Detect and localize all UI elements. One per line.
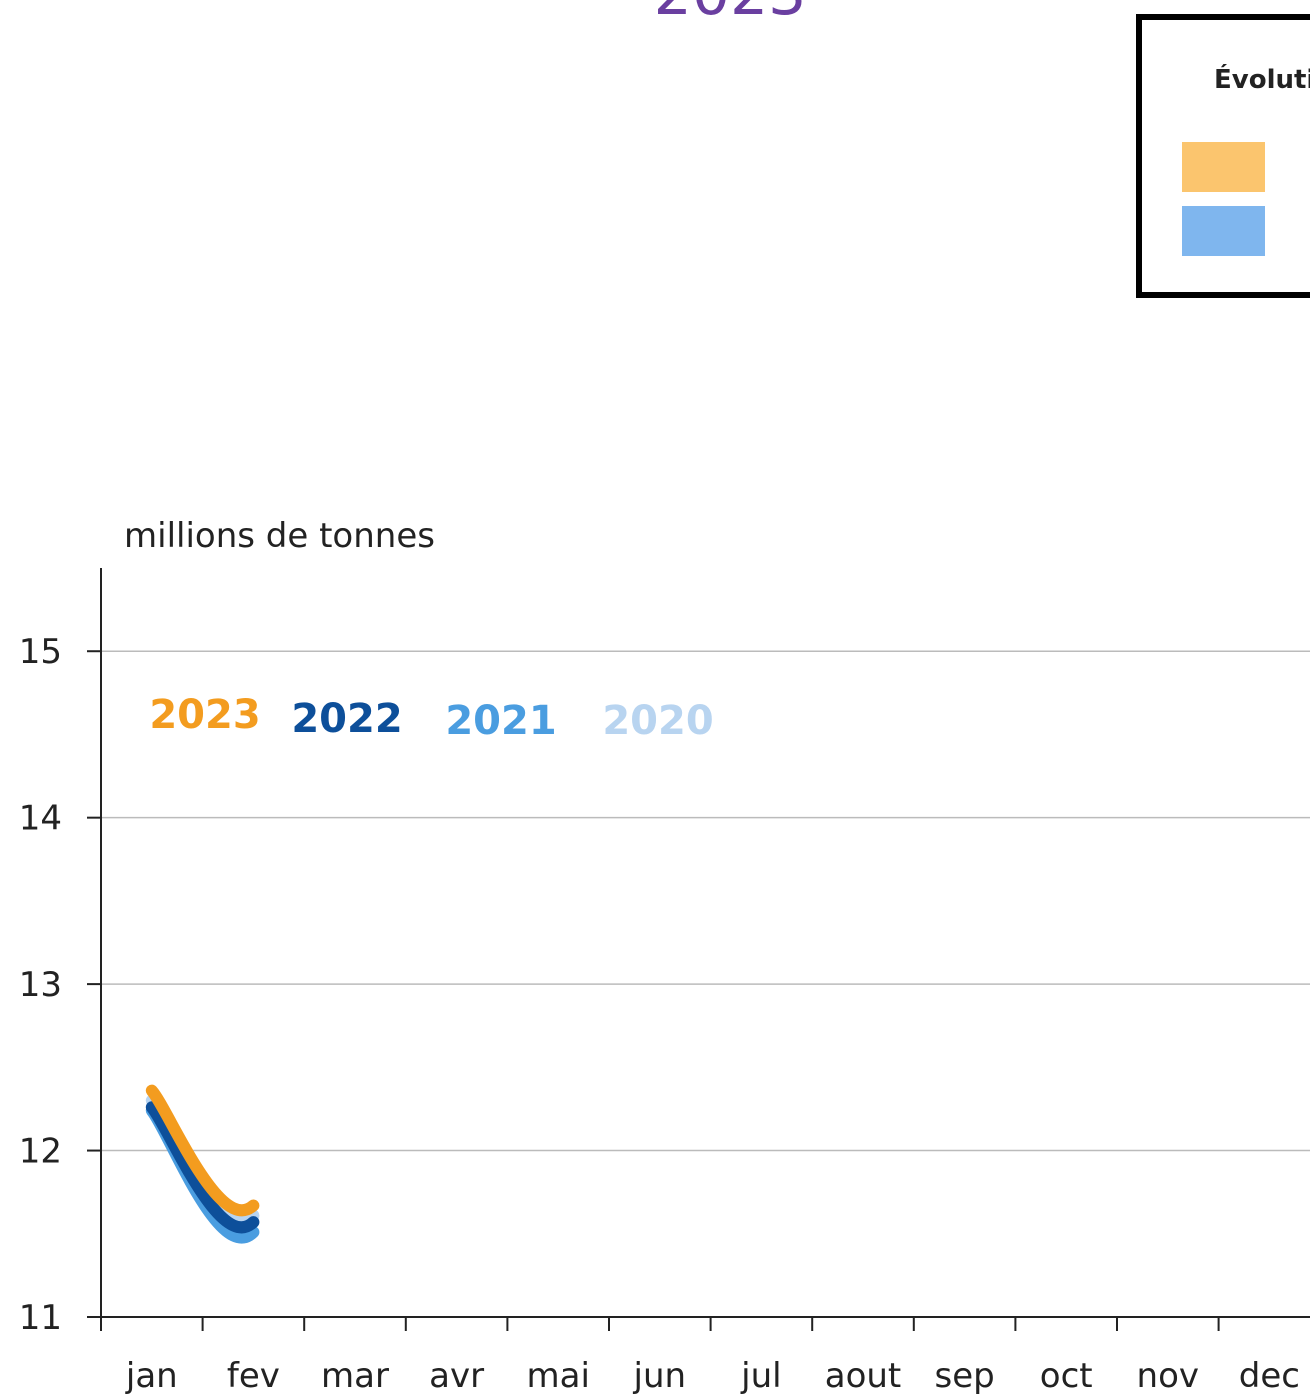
x-tick-label: mar [321, 1356, 389, 1396]
x-tick-label: fev [227, 1356, 280, 1396]
y-tick-label: 12 [19, 1132, 62, 1172]
legend-swatch [1182, 206, 1265, 256]
x-tick-label: oct [1040, 1356, 1093, 1396]
y-tick-label: 14 [19, 799, 62, 839]
x-tick-label: jan [125, 1356, 178, 1396]
series-line [145, 1084, 260, 1217]
x-tick-label: avr [429, 1356, 484, 1396]
chart-title: 2023 [654, 0, 807, 29]
y-tick-label: 11 [19, 1298, 62, 1338]
x-tick-label: mai [526, 1356, 589, 1396]
y-tick-label: 13 [19, 965, 62, 1005]
x-tick-label: nov [1137, 1356, 1199, 1396]
x-tick-label: jul [740, 1356, 781, 1396]
legend-label: 2020 [602, 698, 713, 744]
legend-label: 2021 [445, 698, 556, 744]
legend-label: 2022 [291, 696, 402, 742]
x-tick-label: jun [633, 1356, 687, 1396]
x-tick-label: aout [825, 1356, 902, 1396]
y-axis-label: millions de tonnes [124, 516, 435, 556]
series-line [145, 1101, 260, 1234]
legend-swatch [1182, 142, 1265, 192]
legend-box-title: Évoluti [1214, 63, 1310, 95]
y-tick-label: 15 [19, 632, 62, 672]
x-tick-label: sep [934, 1356, 994, 1396]
x-tick-label: dec [1239, 1356, 1300, 1396]
legend-label: 2023 [149, 692, 260, 738]
